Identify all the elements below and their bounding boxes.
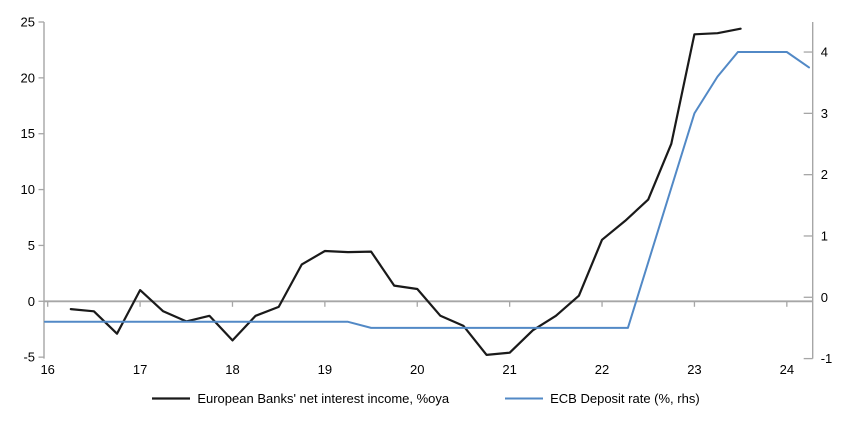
right-axis-tick-label: 2 bbox=[821, 167, 828, 182]
left-axis-tick-label: 20 bbox=[21, 70, 35, 85]
left-axis-tick-label: -5 bbox=[23, 350, 35, 365]
left-axis-tick-label: 5 bbox=[28, 238, 35, 253]
x-axis-tick-label: 22 bbox=[595, 362, 609, 377]
right-axis-tick-label: 4 bbox=[821, 45, 828, 60]
blue-line-swatch bbox=[505, 397, 544, 400]
right-axis-tick-label: 0 bbox=[821, 290, 828, 305]
legend-item-ecb-deposit-rate: ECB Deposit rate (%, rhs) bbox=[505, 391, 700, 406]
x-axis-tick-label: 17 bbox=[133, 362, 147, 377]
x-axis-tick-label: 21 bbox=[502, 362, 516, 377]
legend-label-net-interest-income: European Banks' net interest income, %oy… bbox=[197, 391, 450, 406]
legend-item-net-interest-income: European Banks' net interest income, %oy… bbox=[152, 391, 449, 406]
x-axis-tick-label: 19 bbox=[318, 362, 332, 377]
x-axis-tick-label: 23 bbox=[687, 362, 701, 377]
x-axis-tick-label: 24 bbox=[780, 362, 794, 377]
x-axis-tick-label: 20 bbox=[410, 362, 424, 377]
series-line-net-interest-income bbox=[69, 27, 742, 356]
series-line-ecb-deposit-rate bbox=[43, 51, 810, 329]
x-axis-tick-label: 18 bbox=[225, 362, 239, 377]
x-axis-tick-label: 16 bbox=[40, 362, 54, 377]
chart-legend: European Banks' net interest income, %oy… bbox=[0, 391, 852, 406]
left-axis-tick-label: 0 bbox=[28, 294, 35, 309]
right-axis-tick-label: -1 bbox=[821, 351, 833, 366]
left-axis-tick-label: 15 bbox=[21, 126, 35, 141]
right-axis-tick-label: 3 bbox=[821, 106, 828, 121]
left-axis-tick-label: 10 bbox=[21, 182, 35, 197]
legend-label-ecb-deposit-rate: ECB Deposit rate (%, rhs) bbox=[550, 391, 700, 406]
right-axis-tick-label: 1 bbox=[821, 228, 828, 243]
black-line-swatch bbox=[152, 397, 191, 400]
left-axis-tick-label: 25 bbox=[21, 15, 35, 30]
